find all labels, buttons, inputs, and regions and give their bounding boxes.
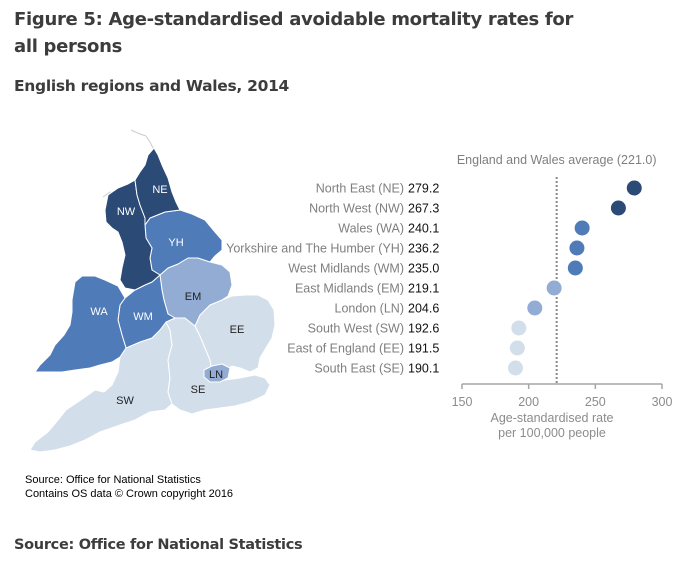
value-label: 190.1 — [408, 362, 439, 376]
map-label-ne: NE — [152, 184, 167, 196]
region-ln[interactable] — [203, 363, 231, 383]
figure-title: Figure 5: Age-standardised avoidable mor… — [14, 9, 574, 57]
category-label: Wales (WA) — [338, 222, 404, 236]
map-label-ln: LN — [209, 369, 223, 381]
map-label-wa: WA — [90, 306, 108, 318]
map-copyright-line: Contains OS data © Crown copyright 2016 — [25, 488, 234, 500]
data-point[interactable] — [511, 320, 527, 336]
data-point[interactable] — [610, 200, 626, 216]
category-label: South East (SE) — [314, 362, 404, 376]
reference-line-label: England and Wales average (221.0) — [457, 153, 657, 167]
data-point[interactable] — [546, 280, 562, 296]
map-label-yh: YH — [168, 237, 183, 249]
footer-source: Source: Office for National Statistics — [14, 537, 303, 553]
category-label: London (LN) — [335, 302, 405, 316]
data-point[interactable] — [527, 300, 543, 316]
x-axis-title-line2: per 100,000 people — [498, 426, 606, 440]
region-ne[interactable] — [134, 147, 181, 226]
map-label-se: SE — [191, 384, 206, 396]
data-point[interactable] — [569, 240, 585, 256]
x-tick-label: 150 — [452, 395, 473, 409]
value-label: 236.2 — [408, 242, 439, 256]
x-tick-label: 300 — [652, 395, 673, 409]
value-label: 192.6 — [408, 322, 439, 336]
x-tick-label: 200 — [518, 395, 539, 409]
map-source-line: Source: Office for National Statistics — [25, 474, 201, 486]
category-label: East Midlands (EM) — [295, 282, 404, 296]
data-point[interactable] — [567, 260, 583, 276]
map-source-note: Source: Office for National Statistics C… — [25, 473, 233, 501]
category-label: North East (NE) — [316, 182, 404, 196]
map-label-em: EM — [185, 291, 202, 303]
map-label-wm: WM — [133, 311, 153, 323]
category-label: Yorkshire and The Humber (YH) — [226, 242, 404, 256]
map-label-sw: SW — [116, 395, 134, 407]
value-label: 279.2 — [408, 182, 439, 196]
category-label: South West (SW) — [308, 322, 404, 336]
category-label: North West (NW) — [309, 202, 404, 216]
data-point[interactable] — [509, 340, 525, 356]
data-point[interactable] — [574, 220, 590, 236]
value-label: 267.3 — [408, 202, 439, 216]
value-label: 219.1 — [408, 282, 439, 296]
map-label-nw: NW — [117, 206, 136, 218]
x-tick-label: 250 — [585, 395, 606, 409]
region-ee[interactable] — [194, 294, 276, 373]
value-label: 204.6 — [408, 302, 439, 316]
x-axis-title-line1: Age-standardised rate — [491, 411, 614, 425]
category-label: East of England (EE) — [287, 342, 404, 356]
data-point[interactable] — [626, 180, 642, 196]
map-label-ee: EE — [230, 324, 245, 336]
region-wa[interactable] — [34, 275, 127, 373]
data-point[interactable] — [507, 360, 523, 376]
value-label: 191.5 — [408, 342, 439, 356]
category-label: West Midlands (WM) — [288, 262, 404, 276]
value-label: 235.0 — [408, 262, 439, 276]
value-label: 240.1 — [408, 222, 439, 236]
figure-subtitle: English regions and Wales, 2014 — [14, 77, 290, 95]
